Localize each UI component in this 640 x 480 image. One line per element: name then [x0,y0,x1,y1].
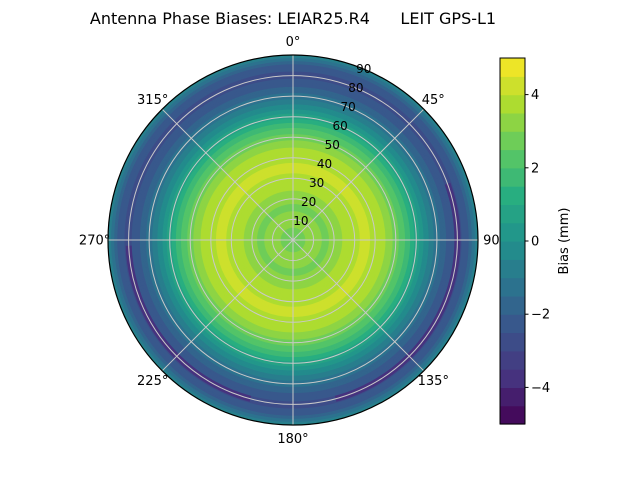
theta-tick-label: 135° [418,374,449,389]
theta-tick-label: 315° [137,93,168,108]
colorbar-segment [500,332,525,352]
colorbar-segment [500,131,525,151]
grid-spoke [161,239,294,372]
colorbar-segment [500,204,525,224]
grid-spoke [292,239,425,372]
radial-tick-label: 90 [356,62,371,76]
theta-tick-label: 90 [483,234,500,249]
radial-tick-labels: 10 20 30 40 50 60 70 80 90 [293,62,371,228]
colorbar-segment [500,222,525,242]
radial-tick-label: 80 [348,81,363,95]
grid-spoke [292,108,425,241]
theta-tick-label: 270° [79,234,110,249]
colorbar-segment [500,241,525,260]
colorbar-segment [500,387,525,407]
chart-title: Antenna Phase Biases: LEIAR25.R4 LEIT GP… [89,9,497,28]
theta-tick-labels: 0° 45° 90 135° 180° 225° 270° 315° [79,35,500,447]
polar-grid [107,54,479,426]
colorbar-segment [500,149,525,169]
theta-tick-label: 180° [277,432,308,447]
colorbar-tick-label: 0 [531,235,539,250]
colorbar-segment [500,94,525,114]
colorbar-segment [500,259,525,279]
colorbar-tick-label: 2 [531,161,539,176]
colorbar-tick-label: −2 [531,308,550,323]
colorbar-tick-label: 4 [531,88,539,103]
colorbar-segment [500,58,525,77]
radial-tick-label: 20 [301,195,316,209]
colorbar-segment [500,186,525,205]
colorbar-segment [500,167,525,187]
colorbar-segment [500,314,525,334]
colorbar-segment [500,112,525,132]
polar-outline [107,54,479,426]
colorbar-tick-label: −4 [531,381,550,396]
colorbar-segment [500,295,525,315]
radial-tick-label: 70 [340,100,355,114]
radial-tick-label: 60 [333,119,348,133]
radial-tick-label: 30 [309,176,324,190]
colorbar-label: Bias (mm) [557,208,572,275]
colorbar: −4 −2 0 2 4 [499,57,550,425]
colorbar-segment [500,405,525,425]
radial-tick-label: 50 [325,138,340,152]
theta-tick-label: 45° [422,93,445,108]
theta-tick-label: 0° [286,35,301,50]
colorbar-segment [500,369,525,388]
theta-tick-label: 225° [137,374,168,389]
radial-tick-label: 40 [317,157,332,171]
colorbar-segment [500,277,525,297]
colorbar-segment [500,76,525,96]
grid-spoke [161,108,294,241]
radial-tick-label: 10 [293,214,308,228]
colorbar-segment [500,350,525,370]
